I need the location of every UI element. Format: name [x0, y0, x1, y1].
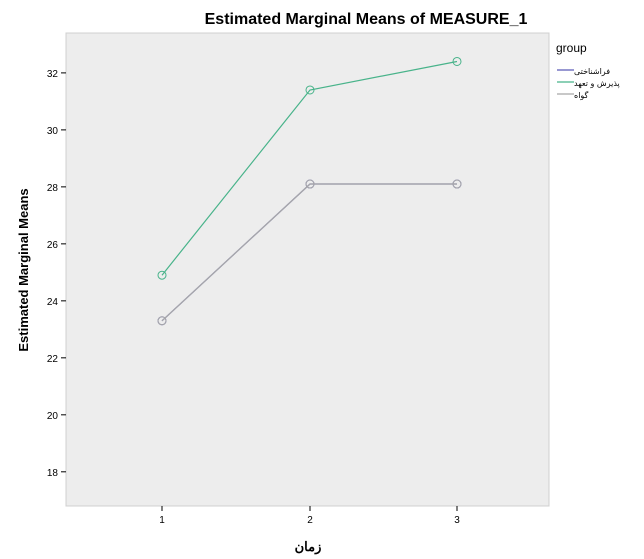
data-point [157, 316, 167, 326]
y-tick-label: 30 [47, 126, 59, 137]
data-point [157, 270, 167, 280]
plot-area [65, 32, 550, 507]
series-layer [157, 56, 462, 326]
y-tick-label: 20 [47, 411, 59, 422]
x-tick-label: 2 [307, 515, 313, 526]
y-tick-label: 32 [47, 69, 59, 80]
series-line [161, 183, 457, 322]
data-point [452, 179, 462, 189]
series-line [161, 60, 458, 276]
x-axis: 1 2 3 [159, 506, 460, 526]
legend: group فراشناختی پذیرش و تعهد گواه [556, 41, 620, 100]
data-point [305, 179, 315, 189]
legend-label: پذیرش و تعهد [574, 79, 620, 88]
x-axis-label: زمان [295, 539, 322, 555]
legend-label: فراشناختی [574, 67, 610, 76]
y-axis-label: Estimated Marginal Means [16, 188, 31, 351]
legend-label: گواه [574, 90, 589, 100]
data-point [305, 85, 315, 95]
y-tick-label: 22 [47, 354, 59, 365]
x-tick-label: 3 [454, 515, 460, 526]
y-tick-label: 24 [47, 297, 59, 308]
y-tick-label: 18 [47, 468, 59, 479]
y-tick-label: 26 [47, 240, 59, 251]
y-axis: 18 20 22 24 26 28 30 32 [47, 69, 66, 479]
legend-title: group [556, 41, 587, 55]
chart-title: Estimated Marginal Means of MEASURE_1 [205, 11, 528, 28]
y-tick-label: 28 [47, 183, 59, 194]
x-tick-label: 1 [159, 515, 165, 526]
data-point [452, 56, 462, 66]
